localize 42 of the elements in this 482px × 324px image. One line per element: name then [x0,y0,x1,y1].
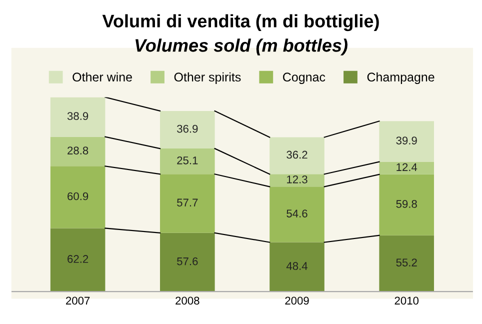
chart-title: Volumi di vendita (m di bottiglie) [102,14,379,32]
bar [270,242,324,292]
data-label: 12.3 [287,176,308,184]
data-label: 25.1 [177,156,198,164]
data-label: 38.9 [67,112,88,120]
data-label: 36.2 [286,150,308,159]
bar [160,174,215,233]
bar [50,228,106,292]
x-tick-label: 2007 [66,296,90,305]
data-label: 36.9 [177,124,198,133]
x-tick-label: 2008 [176,296,200,305]
data-label: 55.2 [396,258,417,266]
legend-label: Champagne [367,72,434,84]
legend-label: Cognac [283,72,326,84]
data-label: 28.8 [68,146,88,154]
bar [50,166,106,228]
data-label: 59.8 [396,200,417,208]
legend-label: Other wine [72,72,132,82]
bar [160,148,215,174]
bar [379,162,434,174]
bar [270,174,324,187]
chart-subtitle: Volumes sold (m bottles) [136,38,348,56]
x-tick-label: 2009 [285,296,309,305]
bar [160,232,215,292]
data-label: 57.6 [177,257,198,266]
data-label: 39.9 [396,136,417,144]
data-label: 54.6 [286,210,308,218]
x-tick-label: 2010 [394,296,419,305]
bar [270,186,324,242]
data-label: 48.4 [286,262,308,270]
data-label: 12.4 [396,163,418,171]
bar [50,97,106,137]
data-label: 62.2 [68,255,88,263]
data-label: 57.7 [177,198,198,206]
bar [379,121,434,162]
bar [379,174,434,236]
legend-label: Other spirits [174,72,241,84]
bar [270,137,324,174]
bar [50,136,106,166]
data-label: 60.9 [68,192,88,200]
bar [160,110,215,149]
bar [379,235,434,292]
